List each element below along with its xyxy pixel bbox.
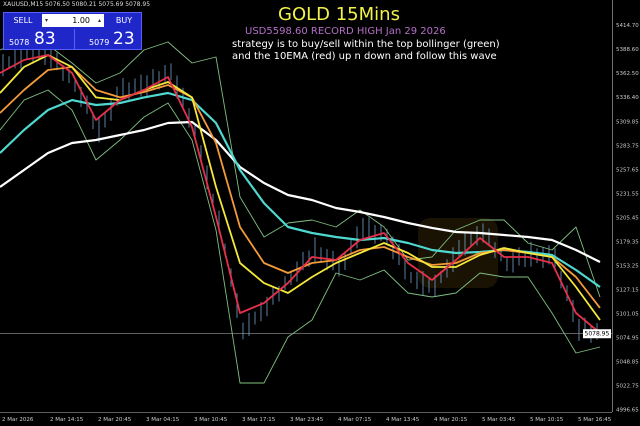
current-price-label: 5078.95 [583,329,611,339]
lot-size-input[interactable]: ▾ 1.00 ▴ [42,14,104,27]
y-tick-label: 5309.85 [616,119,639,125]
series-ema10 [0,54,601,334]
symbol-header: XAUUSD,M15 5076.50 5080.21 5075.69 5078.… [3,1,151,8]
y-tick-label: 5257.65 [616,167,639,173]
y-tick-label: 4996.65 [616,407,639,413]
y-axis-ticks: 5414.70 5388.60 5362.50 5336.40 5309.85 5283.… [616,23,639,413]
y-tick-label: 5362.50 [616,71,639,77]
x-tick-label: 2 Mar 20:45 [98,417,132,423]
lot-decrease-icon[interactable]: ▾ [45,17,49,24]
x-tick-label: 3 Mar 10:45 [194,417,228,423]
y-tick-label: 5022.75 [616,383,639,389]
x-tick-label: 5 Mar 10:15 [530,417,564,423]
x-tick-label: 3 Mar 23:45 [290,417,324,423]
y-tick-label: 5231.55 [616,191,639,197]
series-orange-ma [0,66,601,309]
series-yellow-ma [0,54,601,321]
y-tick-label: 5283.75 [616,143,639,149]
sell-price-big: 83 [34,29,56,49]
buy-price-big: 23 [113,29,135,49]
y-tick-label: 5388.60 [616,47,639,53]
y-tick-label: 5101.05 [616,311,639,317]
sell-quote[interactable]: 5078 83 [6,29,74,49]
buy-quote[interactable]: 5079 23 [74,29,143,49]
x-axis-ticks: 2 Mar 2026 2 Mar 14:15 2 Mar 20:45 3 Mar 04… [2,417,612,423]
y-tick-label: 5336.40 [616,95,639,101]
svg-text:5078.95: 5078.95 [585,331,610,338]
chart-annotation-note-2: and the 10EMA (red) up n down and follow… [232,51,497,62]
series-boll-upper [0,39,601,298]
x-tick-label: 5 Mar 16:45 [578,417,612,423]
lot-value: 1.00 [72,16,90,25]
x-tick-label: 4 Mar 20:15 [434,417,468,423]
series-layer [0,39,601,384]
x-tick-label: 3 Mar 17:15 [242,417,276,423]
chart-annotation-title: GOLD 15Mins [278,4,400,25]
sell-button[interactable]: SELL [13,16,33,25]
x-tick-label: 2 Mar 14:15 [50,417,84,423]
y-tick-label: 5048.85 [616,359,639,365]
x-tick-label: 4 Mar 07:15 [338,417,372,423]
y-tick-label: 5074.95 [616,335,639,341]
chart-annotation-note-1: strategy is to buy/sell within the top b… [232,39,500,50]
x-tick-label: 2 Mar 2026 [2,417,34,423]
y-tick-label: 5205.45 [616,215,639,221]
x-tick-label: 3 Mar 04:15 [146,417,180,423]
x-tick-label: 5 Mar 03:45 [482,417,516,423]
lot-increase-icon[interactable]: ▴ [97,17,101,24]
chart-annotation-record: USD5598.60 RECORD HIGH Jan 29 2026 [245,26,446,37]
buy-button[interactable]: BUY [115,16,133,25]
buy-price-small: 5079 [89,38,110,47]
y-tick-label: 5127.15 [616,287,639,293]
one-click-trading-panel: SELL ▾ 1.00 ▴ BUY 5078 83 5079 23 [3,12,142,50]
sell-price-small: 5078 [9,38,30,47]
y-tick-label: 5153.25 [616,263,639,269]
series-white-ma [0,120,601,263]
x-tick-label: 4 Mar 13:45 [386,417,420,423]
y-tick-label: 5179.35 [616,239,639,245]
y-tick-label: 5414.70 [616,23,639,29]
series-boll-lower [0,89,601,384]
